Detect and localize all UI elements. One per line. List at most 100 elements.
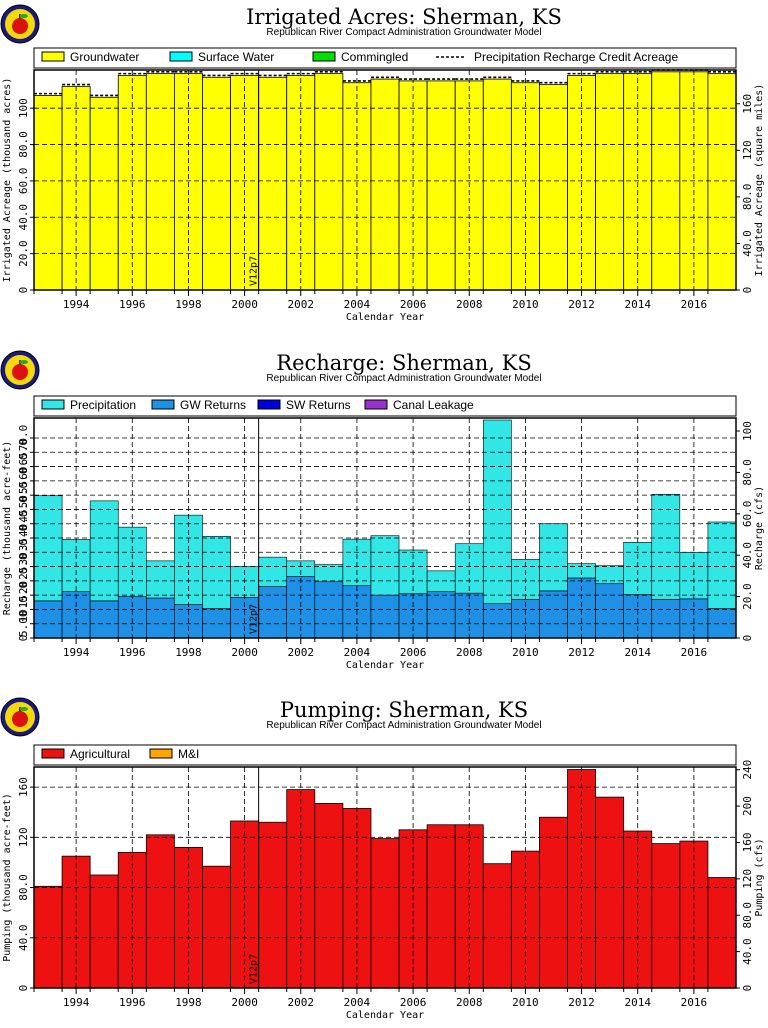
x-tick-label: 2006 [400,646,427,659]
x-tick-label: 1994 [63,298,90,311]
version-marker-label: V12p7 [249,954,260,984]
bar-precipitation [679,551,709,600]
x-axis-label: Calendar Year [346,660,424,671]
version-marker-label: V12p7 [249,604,260,634]
bar-groundwater [707,73,737,291]
apple-shape [12,364,28,380]
y-tick-label: 65.0 [17,439,30,466]
y2-tick-label: 40.0 [741,938,754,965]
x-tick-label: 2004 [344,646,371,659]
bar-groundwater [202,76,231,291]
bar-gw-returns [314,581,344,639]
bar-precipitation [482,419,512,605]
y2-tick-label: 120 [741,140,754,160]
x-tick-label: 2016 [681,996,708,1009]
bar-precipitation [89,500,119,602]
bar-agricultural [426,824,456,989]
legend-swatch [257,399,281,410]
bar-gw-returns [258,586,288,639]
legend-label: M&I [178,747,199,761]
kansas-apple-seal-icon [0,697,40,737]
bar-gw-returns [651,599,681,639]
x-tick-label: 2002 [288,646,315,659]
bar-groundwater [482,78,512,291]
bar-agricultural [398,829,428,989]
bar-groundwater [539,84,568,291]
legend-label: SW Returns [286,398,351,412]
x-tick-label: 2010 [512,996,539,1009]
x-tick-label: 1998 [175,298,202,311]
y2-tick-label: 160 [741,833,754,853]
chart-title: Recharge: Sherman, KS [276,351,531,375]
bar-agricultural [539,816,568,989]
bar-agricultural [89,874,119,989]
y-tick-label: 40.0 [17,204,30,231]
x-axis-label: Calendar Year [346,1010,424,1021]
kansas-apple-seal-icon [0,4,40,44]
bar-agricultural [482,863,512,989]
bar-groundwater [426,80,456,291]
legend-swatch [41,51,65,62]
bar-groundwater [145,73,175,291]
x-tick-label: 1994 [63,646,90,659]
x-tick-label: 1998 [175,996,202,1009]
y-tick-label: 40.0 [17,510,30,537]
legend-swatch [41,399,65,410]
x-tick-label: 2004 [344,996,371,1009]
y-tick-label: 80.0 [17,874,30,901]
bar-gw-returns [595,583,624,639]
bar-gw-returns [707,608,737,639]
chart-subtitle: Republican River Compact Administration … [266,720,541,731]
bar-agricultural [145,834,175,989]
y-tick-label: 160 [17,777,30,797]
bar-agricultural [258,821,288,989]
bar-groundwater [33,95,63,291]
bar-agricultural [314,803,344,989]
chart-subtitle: Republican River Compact Administration … [266,27,541,38]
x-tick-label: 2012 [568,298,595,311]
y2-tick-label: 80.0 [741,902,754,929]
apple-stem [19,707,21,712]
chart-title: Irrigated Acres: Sherman, KS [246,5,562,29]
x-tick-label: 2002 [288,996,315,1009]
x-tick-label: 2006 [400,298,427,311]
x-tick-label: 2014 [624,646,651,659]
x-tick-label: 2010 [512,646,539,659]
version-marker-label: V12p7 [249,256,260,286]
legend-label: Commingled [341,50,408,64]
bar-precipitation [454,543,484,594]
y-tick-label: 20.0 [17,240,30,266]
y2-tick-label: 240 [741,760,754,780]
legend-label: Agricultural [70,747,130,761]
x-tick-label: 2014 [624,298,651,311]
bar-agricultural [173,846,203,989]
plot-frame [33,766,737,989]
x-tick-label: 2014 [624,996,651,1009]
legend-swatch [169,51,193,62]
x-tick-label: 1996 [119,646,146,659]
x-tick-label: 2004 [344,298,371,311]
apple-shape [12,711,28,727]
bar-precipitation [539,523,568,592]
bar-gw-returns [454,592,484,639]
y2-tick-label: 80.0 [741,184,754,211]
legend-label: Groundwater [70,50,139,64]
legend-box [33,47,737,69]
y-tick-label: 15.0 [17,582,30,609]
bar-precipitation [370,535,400,596]
bar-precipitation [174,514,203,605]
bar-agricultural [370,838,400,989]
bar-groundwater [370,78,400,291]
y-tick-label: 0 [17,985,30,992]
legend-label: Surface Water [198,50,274,64]
bar-groundwater [314,73,344,291]
y-tick-label: 80.0 [17,131,30,158]
apple-leaf [20,14,28,18]
y2-tick-label: 0 [741,985,754,992]
legend-box [33,744,737,766]
legend-swatch [312,51,336,62]
x-axis-label: Calendar Year [346,312,424,323]
y-tick-label: 70.0 [17,425,30,452]
x-tick-label: 2000 [231,996,258,1009]
